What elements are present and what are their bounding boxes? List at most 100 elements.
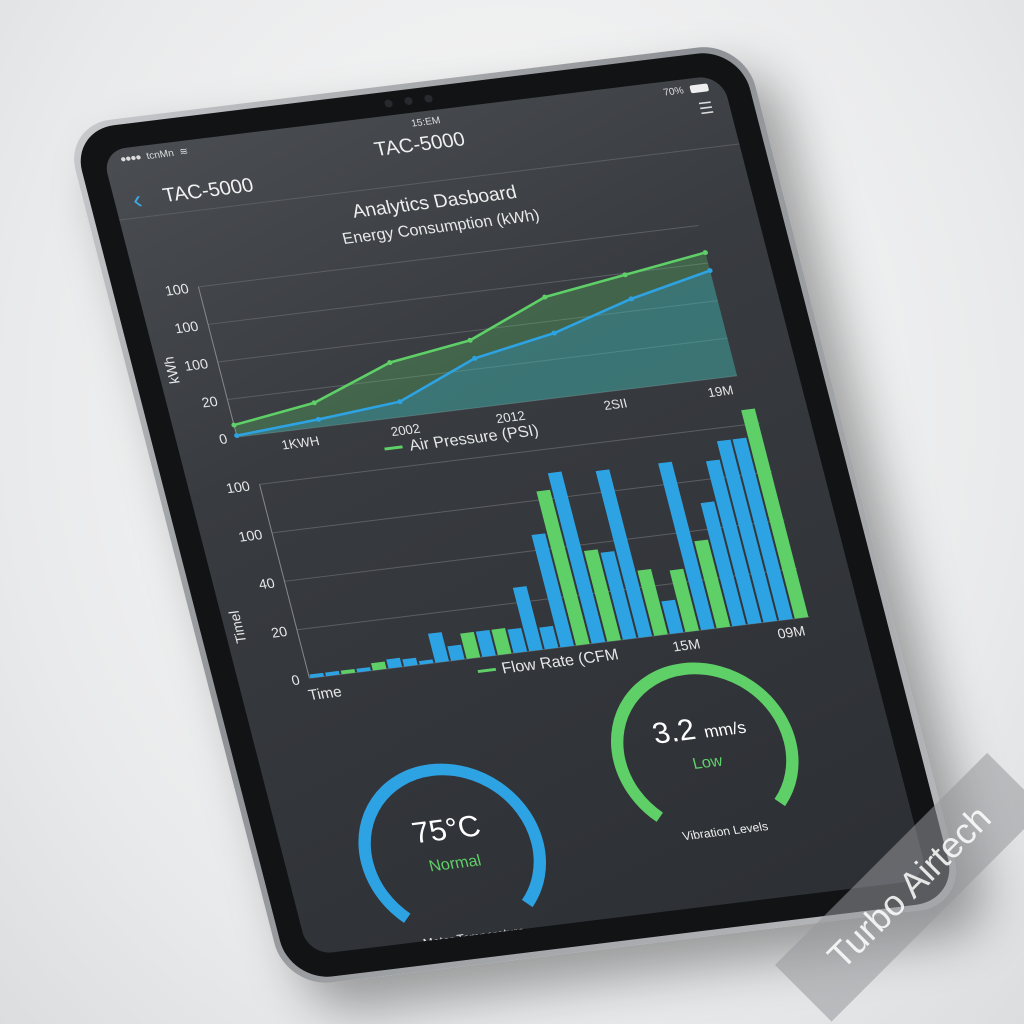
x-tick-label: 2012: [494, 408, 527, 426]
camera-icon: [383, 94, 434, 108]
bar: [694, 539, 731, 629]
y-tick-label: 20: [269, 623, 289, 640]
x-tick-label: 09M: [776, 623, 807, 642]
grid-line: [217, 300, 718, 363]
bar: [418, 659, 434, 665]
bar: [595, 469, 653, 638]
y-tick-label: 100: [182, 356, 209, 374]
bar: [661, 599, 684, 634]
data-point: [387, 360, 393, 366]
y-axis-label: kWh: [160, 356, 183, 385]
gauge-value: 3.2: [649, 713, 699, 751]
y-tick-label: 0: [217, 431, 229, 447]
data-point: [702, 250, 708, 255]
bar: [547, 471, 606, 644]
bar: [705, 459, 762, 625]
bar: [475, 629, 496, 658]
bar: [309, 672, 325, 679]
gauges-row: 75°C Normal Motor Temperature 3.2 mm/s L…: [254, 662, 929, 955]
bar: [716, 439, 778, 623]
gauge-arc: [358, 763, 547, 923]
x-tick-label: 19M: [706, 383, 735, 401]
bar: [531, 533, 575, 648]
data-point: [315, 416, 322, 422]
y-tick-label: 100: [237, 526, 264, 544]
data-point: [542, 294, 548, 300]
grid-line: [284, 519, 785, 582]
bar: [507, 627, 528, 654]
wifi-icon: ≋: [178, 145, 190, 158]
bar: [512, 586, 543, 652]
grid-line: [236, 375, 738, 438]
bar: [325, 670, 340, 677]
data-point: [622, 272, 628, 278]
data-point: [467, 337, 473, 343]
bar: [600, 551, 637, 640]
y-tick-label: 100: [173, 318, 200, 336]
data-point: [707, 268, 713, 273]
carrier-label: tcnMn: [145, 147, 176, 162]
battery-icon: [689, 83, 710, 94]
y-tick-label: 100: [163, 280, 190, 298]
x-tick-label: 15M: [671, 636, 702, 655]
legend-swatch: [477, 667, 497, 674]
y-tick-label: 40: [257, 575, 277, 592]
screen: ●●●● tcnMn ≋ 15:EM 70% ‹ TAC-5000 TAC-50…: [101, 74, 929, 956]
x-tick-label: 1KWH: [280, 433, 321, 452]
grid-line: [259, 422, 760, 485]
bar: [700, 501, 746, 627]
bar: [658, 461, 715, 631]
series-area-green: [233, 252, 738, 438]
grid-line: [227, 337, 728, 401]
bar: [669, 568, 700, 633]
status-time: 15:EM: [409, 114, 442, 130]
bar: [536, 489, 590, 646]
data-point: [234, 433, 240, 439]
menu-icon[interactable]: ☰: [697, 99, 716, 119]
bar: [340, 668, 356, 675]
y-tick-label: 20: [200, 393, 220, 410]
gauge-unit: mm/s: [701, 717, 749, 742]
y-tick-label: 0: [290, 672, 302, 688]
data-point: [472, 355, 478, 361]
back-title[interactable]: TAC-5000: [160, 174, 256, 207]
x-tick-label: 2SII: [602, 396, 629, 413]
y-axis: [259, 484, 310, 679]
tablet-bezel: ●●●● tcnMn ≋ 15:EM 70% ‹ TAC-5000 TAC-50…: [71, 48, 959, 982]
y-axis-label: Timel: [225, 610, 249, 645]
bar: [539, 625, 559, 650]
bar: [741, 408, 809, 619]
battery-label: 70%: [662, 84, 685, 99]
gauge-arc: [611, 662, 799, 822]
back-chevron-icon[interactable]: ‹: [129, 184, 146, 215]
signal-icon: ●●●●: [118, 151, 142, 165]
data-point: [311, 400, 317, 406]
data-point: [397, 399, 403, 405]
motor-temperature-gauge: 75°C Normal Motor Temperature: [319, 728, 581, 955]
bar: [583, 549, 621, 642]
bar: [371, 661, 387, 671]
bar: [637, 568, 668, 636]
bar: [427, 632, 450, 663]
y-tick-label: 100: [224, 478, 251, 496]
x-axis-label: Time: [307, 684, 344, 704]
tablet-device: ●●●● tcnMn ≋ 15:EM 70% ‹ TAC-5000 TAC-50…: [64, 41, 966, 989]
grid-line: [271, 470, 773, 534]
x-tick-label: 2002: [389, 421, 422, 439]
bar: [460, 631, 481, 659]
y-axis: [197, 286, 238, 438]
bar: [491, 628, 512, 656]
bar: [732, 437, 793, 621]
data-point: [628, 296, 634, 302]
legend-swatch: [384, 445, 403, 451]
data-point: [551, 330, 557, 336]
bar: [356, 667, 371, 673]
vibration-gauge: 3.2 mm/s Low Vibration Levels: [571, 627, 833, 856]
bar: [386, 657, 403, 669]
data-point: [231, 422, 237, 428]
grid-line: [198, 224, 699, 288]
bar: [402, 657, 418, 667]
bar: [447, 644, 465, 661]
